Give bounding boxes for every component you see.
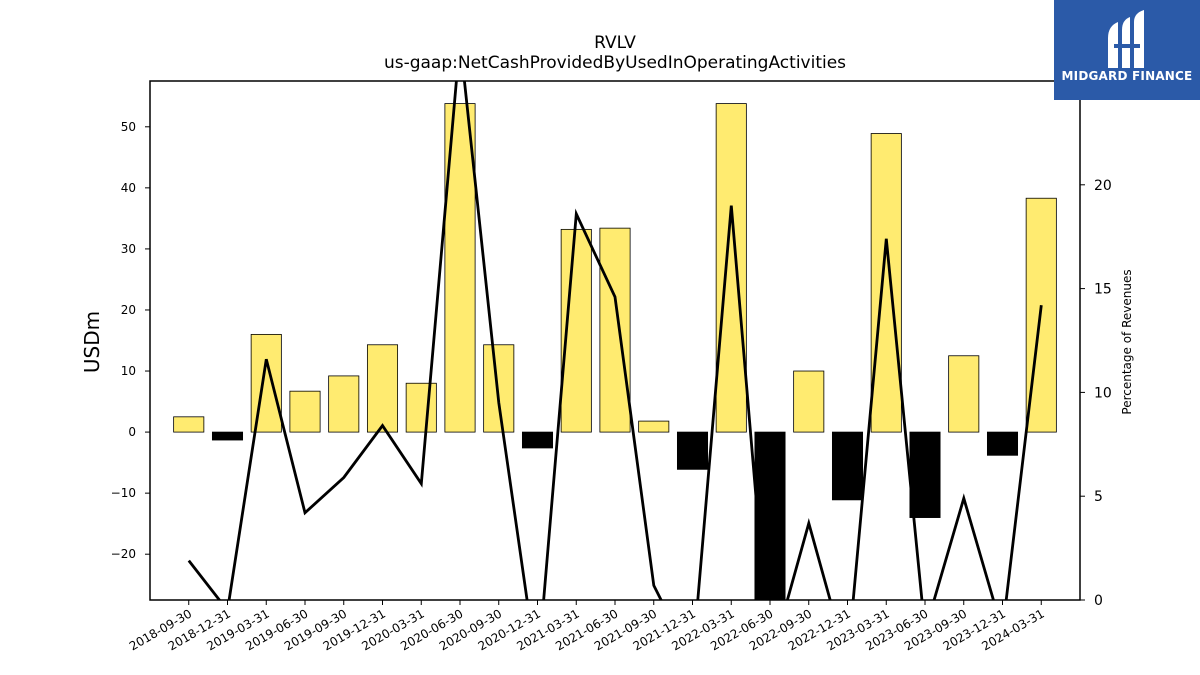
y2-tick-label: 10: [1094, 385, 1112, 401]
bar-2021-09-30: [638, 420, 670, 433]
bar-2023-09-30: [948, 355, 980, 433]
chart-title: RVLV: [594, 33, 636, 53]
y-tick-label: 40: [121, 181, 136, 195]
y-tick-label: 30: [121, 242, 136, 256]
y-tick-label: 0: [128, 425, 136, 439]
bar-2019-12-31: [366, 344, 399, 433]
midgard-logo-icon: [1108, 10, 1144, 68]
bar-2021-06-30: [599, 227, 631, 433]
logo-text: MIDGARD FINANCE: [1061, 69, 1193, 83]
y2-tick-label: 15: [1094, 282, 1112, 298]
x-axis: 2018-09-302018-12-312019-03-312019-06-30…: [127, 600, 1047, 653]
bar-2019-03-31: [250, 333, 282, 433]
y-axis-label: USDm: [80, 311, 104, 373]
y2-tick-label: 5: [1094, 489, 1103, 505]
line-layer: [187, 81, 1043, 600]
chart-subtitle: us-gaap:NetCashProvidedByUsedInOperating…: [384, 53, 846, 73]
bar-2020-03-31: [405, 382, 437, 433]
y-tick-label: −20: [111, 547, 136, 561]
y2-axis-label: Percentage of Revenues: [1120, 269, 1134, 414]
bar-2020-12-31: [521, 431, 554, 449]
bar-2019-09-30: [328, 375, 360, 433]
y2-axis: 0 5 10 15 20: [1080, 178, 1112, 609]
bar-2023-12-31: [986, 431, 1019, 456]
bar-2018-09-30: [173, 416, 205, 433]
y-tick-label: −10: [111, 486, 136, 500]
bar-2020-09-30: [483, 344, 515, 433]
y-tick-label: 50: [121, 120, 136, 134]
bar-2021-12-31: [676, 431, 709, 470]
brand-logo: MIDGARD FINANCE: [1054, 0, 1200, 100]
y2-tick-label: 0: [1094, 593, 1103, 609]
bar-2023-06-30: [909, 431, 941, 518]
bar-2018-12-31: [211, 431, 244, 441]
bar-2022-03-31: [715, 103, 747, 433]
y2-tick-label: 20: [1094, 178, 1112, 194]
bar-2023-03-31: [870, 133, 902, 433]
y-axis: −20 −10 0 10 20 30 40 50: [111, 120, 150, 561]
bar-2022-06-30: [754, 431, 786, 600]
bar-2019-06-30: [289, 390, 321, 433]
bars-layer: [173, 103, 1057, 600]
y-tick-label: 20: [121, 303, 136, 317]
revenue-pct-line: [187, 81, 1043, 600]
y-tick-label: 10: [121, 364, 136, 378]
bar-2022-12-31: [831, 431, 864, 501]
bar-2022-09-30: [793, 370, 825, 433]
